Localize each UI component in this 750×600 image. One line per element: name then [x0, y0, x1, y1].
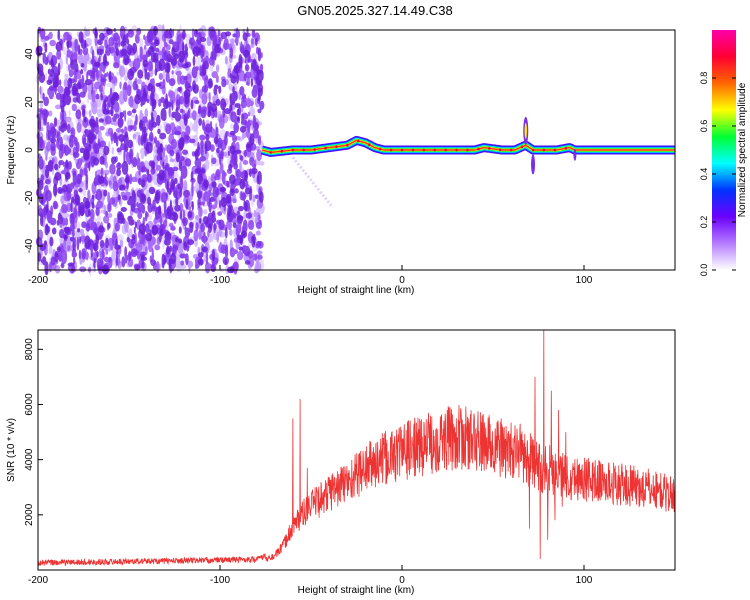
ridge-blob — [573, 148, 577, 161]
ridge-peak-dot — [400, 148, 404, 152]
x-tick-label: 100 — [576, 275, 593, 286]
ridge-peak-dot — [346, 143, 349, 147]
y-tick-label: 0 — [24, 147, 35, 153]
y-tick-label: 8000 — [24, 338, 35, 361]
x-tick-label: 0 — [399, 275, 405, 286]
spectrogram-noise-layer — [35, 24, 335, 277]
y-tick-label: 4000 — [24, 448, 35, 471]
spectrogram-x-ticks: -200 -100 0 100 — [28, 265, 593, 286]
colorbar: 0.0 0.2 0.4 0.6 0.8 Normalized spectral ampl… — [699, 30, 748, 276]
ridge-peak-dot — [542, 148, 546, 152]
ridge-peak-dot — [324, 146, 327, 150]
ridge-peak-dot — [488, 147, 491, 150]
ridge-peak-dot — [553, 148, 557, 152]
colorbar-tick-label: 0.6 — [699, 120, 709, 133]
spectrogram-ridge-layer — [258, 116, 679, 175]
colorbar-fill — [712, 30, 736, 270]
ridge-peak-dot — [422, 148, 426, 152]
ridge-peak-dot — [269, 151, 273, 154]
ridge-peak-dot — [335, 145, 338, 148]
colorbar-tick-label: 0.4 — [699, 168, 709, 181]
x-tick-label: -200 — [28, 575, 48, 586]
ridge-peak-dot — [564, 146, 568, 150]
ridge-peak-dot — [520, 145, 524, 149]
x-tick-label: 100 — [576, 575, 593, 586]
ridge-peak-dot — [444, 148, 447, 152]
snr-y-axis-label: SNR (10 * v/v) — [6, 418, 17, 482]
ridge-peak-dot — [302, 148, 306, 152]
noise-streak — [291, 156, 335, 209]
snr-y-ticks: 2000 4000 6000 8000 — [24, 338, 43, 526]
y-tick-label: 6000 — [24, 393, 35, 416]
noise-speckle — [36, 25, 264, 275]
figure-title: GN05.2025.327.14.49.C38 — [297, 3, 452, 18]
ridge-blob — [524, 122, 527, 139]
ridge-blob — [531, 154, 536, 175]
snr-panel: -200 -100 0 100 2000 4000 6000 8000 Height of … — [6, 329, 676, 596]
ridge-peak-dot — [466, 148, 469, 152]
colorbar-ticks: 0.0 0.2 0.4 0.6 0.8 — [699, 72, 736, 277]
ridge-peak-dot — [477, 147, 480, 151]
x-tick-label: -100 — [210, 275, 230, 286]
x-tick-label: -100 — [210, 575, 230, 586]
x-tick-label: -200 — [28, 275, 48, 286]
ridge-peak-dot — [280, 149, 284, 153]
y-tick-label: 2000 — [24, 503, 35, 526]
ridge-peak-dot — [411, 148, 415, 152]
x-tick-label: 0 — [399, 575, 405, 586]
colorbar-tick-label: 0.0 — [699, 264, 709, 277]
snr-series-line — [38, 330, 675, 566]
spectrogram-y-axis-label: Frequency (Hz) — [6, 116, 17, 185]
snr-x-axis-label: Height of straight line (km) — [298, 585, 415, 596]
ridge-peak-dot — [367, 143, 371, 147]
ridge-peak-dot — [498, 148, 502, 152]
colorbar-label: Normalized spectral amplitude — [737, 82, 748, 217]
y-tick-label: 20 — [24, 96, 35, 108]
ridge-peak-dot — [389, 148, 393, 152]
ridge-peak-dot — [433, 148, 437, 152]
noise-speckle — [36, 25, 264, 276]
ridge-peak-dot — [509, 148, 513, 152]
ridge-peak-dot — [313, 148, 316, 151]
ridge-peak-dot — [378, 147, 382, 151]
y-tick-label: 40 — [24, 48, 35, 60]
snr-x-ticks: -200 -100 0 100 — [28, 565, 593, 586]
noise-speckle — [35, 26, 265, 274]
ridge-peak-dot — [291, 148, 295, 152]
y-tick-label: -20 — [24, 190, 35, 205]
colorbar-tick-label: 0.8 — [699, 72, 709, 85]
spectrogram-y-ticks: -40 -20 0 20 40 — [24, 48, 43, 253]
ridge-peak-dot — [357, 139, 360, 143]
spectrogram-x-axis-label: Height of straight line (km) — [298, 285, 415, 296]
y-tick-label: -40 — [24, 238, 35, 253]
colorbar-tick-label: 0.2 — [699, 216, 709, 229]
snr-frame — [37, 329, 676, 571]
ridge-peak-dot — [531, 148, 535, 152]
ridge-peak-dot — [455, 148, 458, 152]
